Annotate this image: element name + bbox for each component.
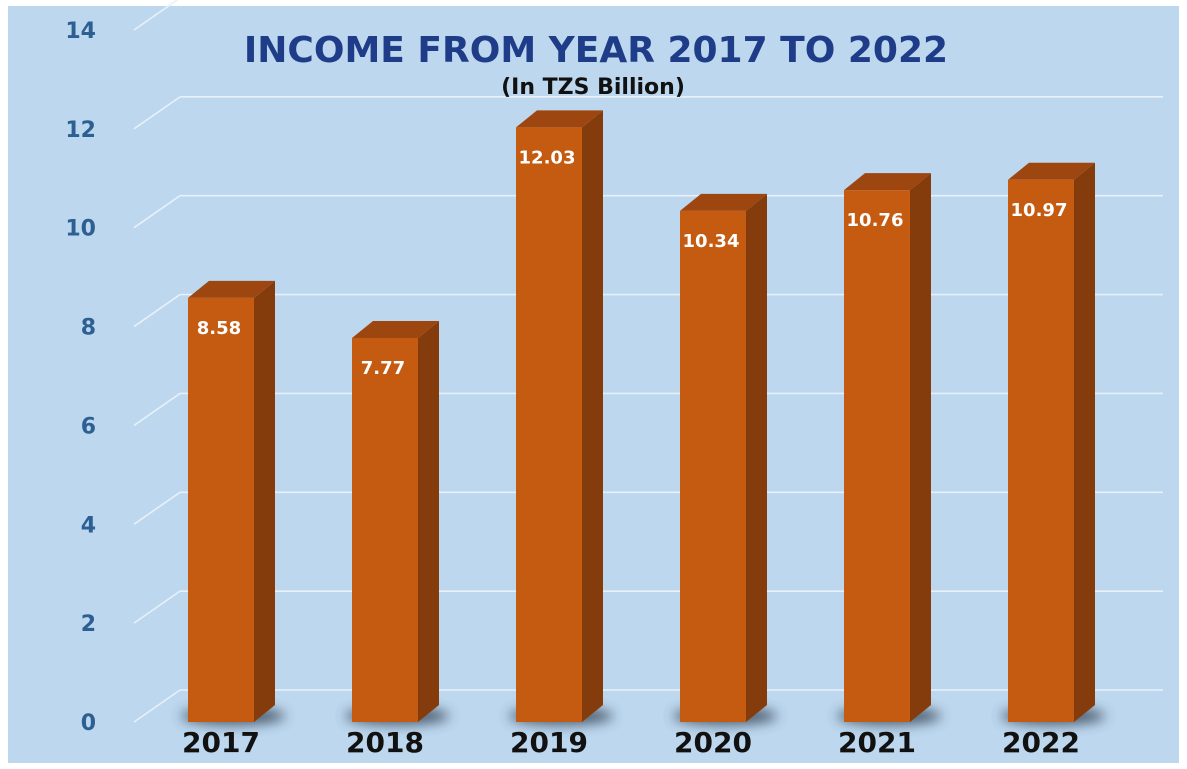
bar-front [188,297,254,722]
bar-top [516,110,603,128]
bar-2017 [188,280,275,722]
bar-side [582,110,603,723]
grid-line [133,590,181,624]
data-labels: 8.58 7.77 12.03 10.34 10.76 10.97 [197,147,1068,379]
grid-line [133,392,181,427]
grid-lines [133,0,1163,723]
data-label: 8.58 [197,318,241,339]
bar-2020 [680,193,767,722]
data-label: 7.77 [361,358,405,379]
grid-line [133,0,179,31]
chart-subtitle: (In TZS Billion) [501,75,685,100]
x-tick-label: 2018 [346,726,424,759]
x-tick-label: 2017 [182,726,260,759]
y-tick-label: 12 [65,118,96,143]
y-tick-label: 4 [81,513,96,538]
data-label: 10.34 [683,231,740,252]
grid-line [133,293,181,328]
x-tick-label: 2022 [1002,726,1080,759]
grid-line [133,96,181,130]
bar-2022 [1008,162,1095,723]
y-tick-label: 8 [81,316,96,341]
bar-top [1008,162,1095,180]
bar-top [188,280,275,298]
bar-front [352,337,418,722]
bar-front [516,127,582,723]
y-tick-label: 10 [65,217,96,242]
data-label: 10.97 [1011,200,1068,221]
bar-2019 [516,110,603,723]
x-tick-label: 2020 [674,726,752,759]
bar-front [1008,179,1074,723]
x-axis-ticks: 2017 2018 2019 2020 2021 2022 [182,726,1080,759]
bar-side [910,173,931,723]
y-tick-label: 6 [81,414,96,439]
bar-side [1074,162,1095,723]
bars [188,110,1095,723]
bar-2018 [352,320,439,722]
x-tick-label: 2021 [838,726,916,759]
bar-front [844,190,910,723]
y-tick-label: 0 [81,711,96,736]
bar-front [680,210,746,722]
chart-title: INCOME FROM YEAR 2017 TO 2022 [244,30,948,71]
grid-line [133,195,181,229]
y-tick-label: 14 [65,19,96,44]
bar-2021 [844,173,931,723]
bar-side [254,280,275,722]
y-tick-label: 2 [81,612,96,637]
bar-top [352,320,439,338]
grid-line [133,491,181,525]
bar-side [418,320,439,722]
data-label: 10.76 [847,210,904,231]
bar-top [844,173,931,191]
data-label: 12.03 [519,147,576,168]
bar-top [680,193,767,211]
bar-side [746,193,767,722]
x-tick-label: 2019 [510,726,588,759]
grid-line [133,689,181,723]
y-axis-ticks: 0 2 4 6 8 10 12 14 [65,19,96,736]
